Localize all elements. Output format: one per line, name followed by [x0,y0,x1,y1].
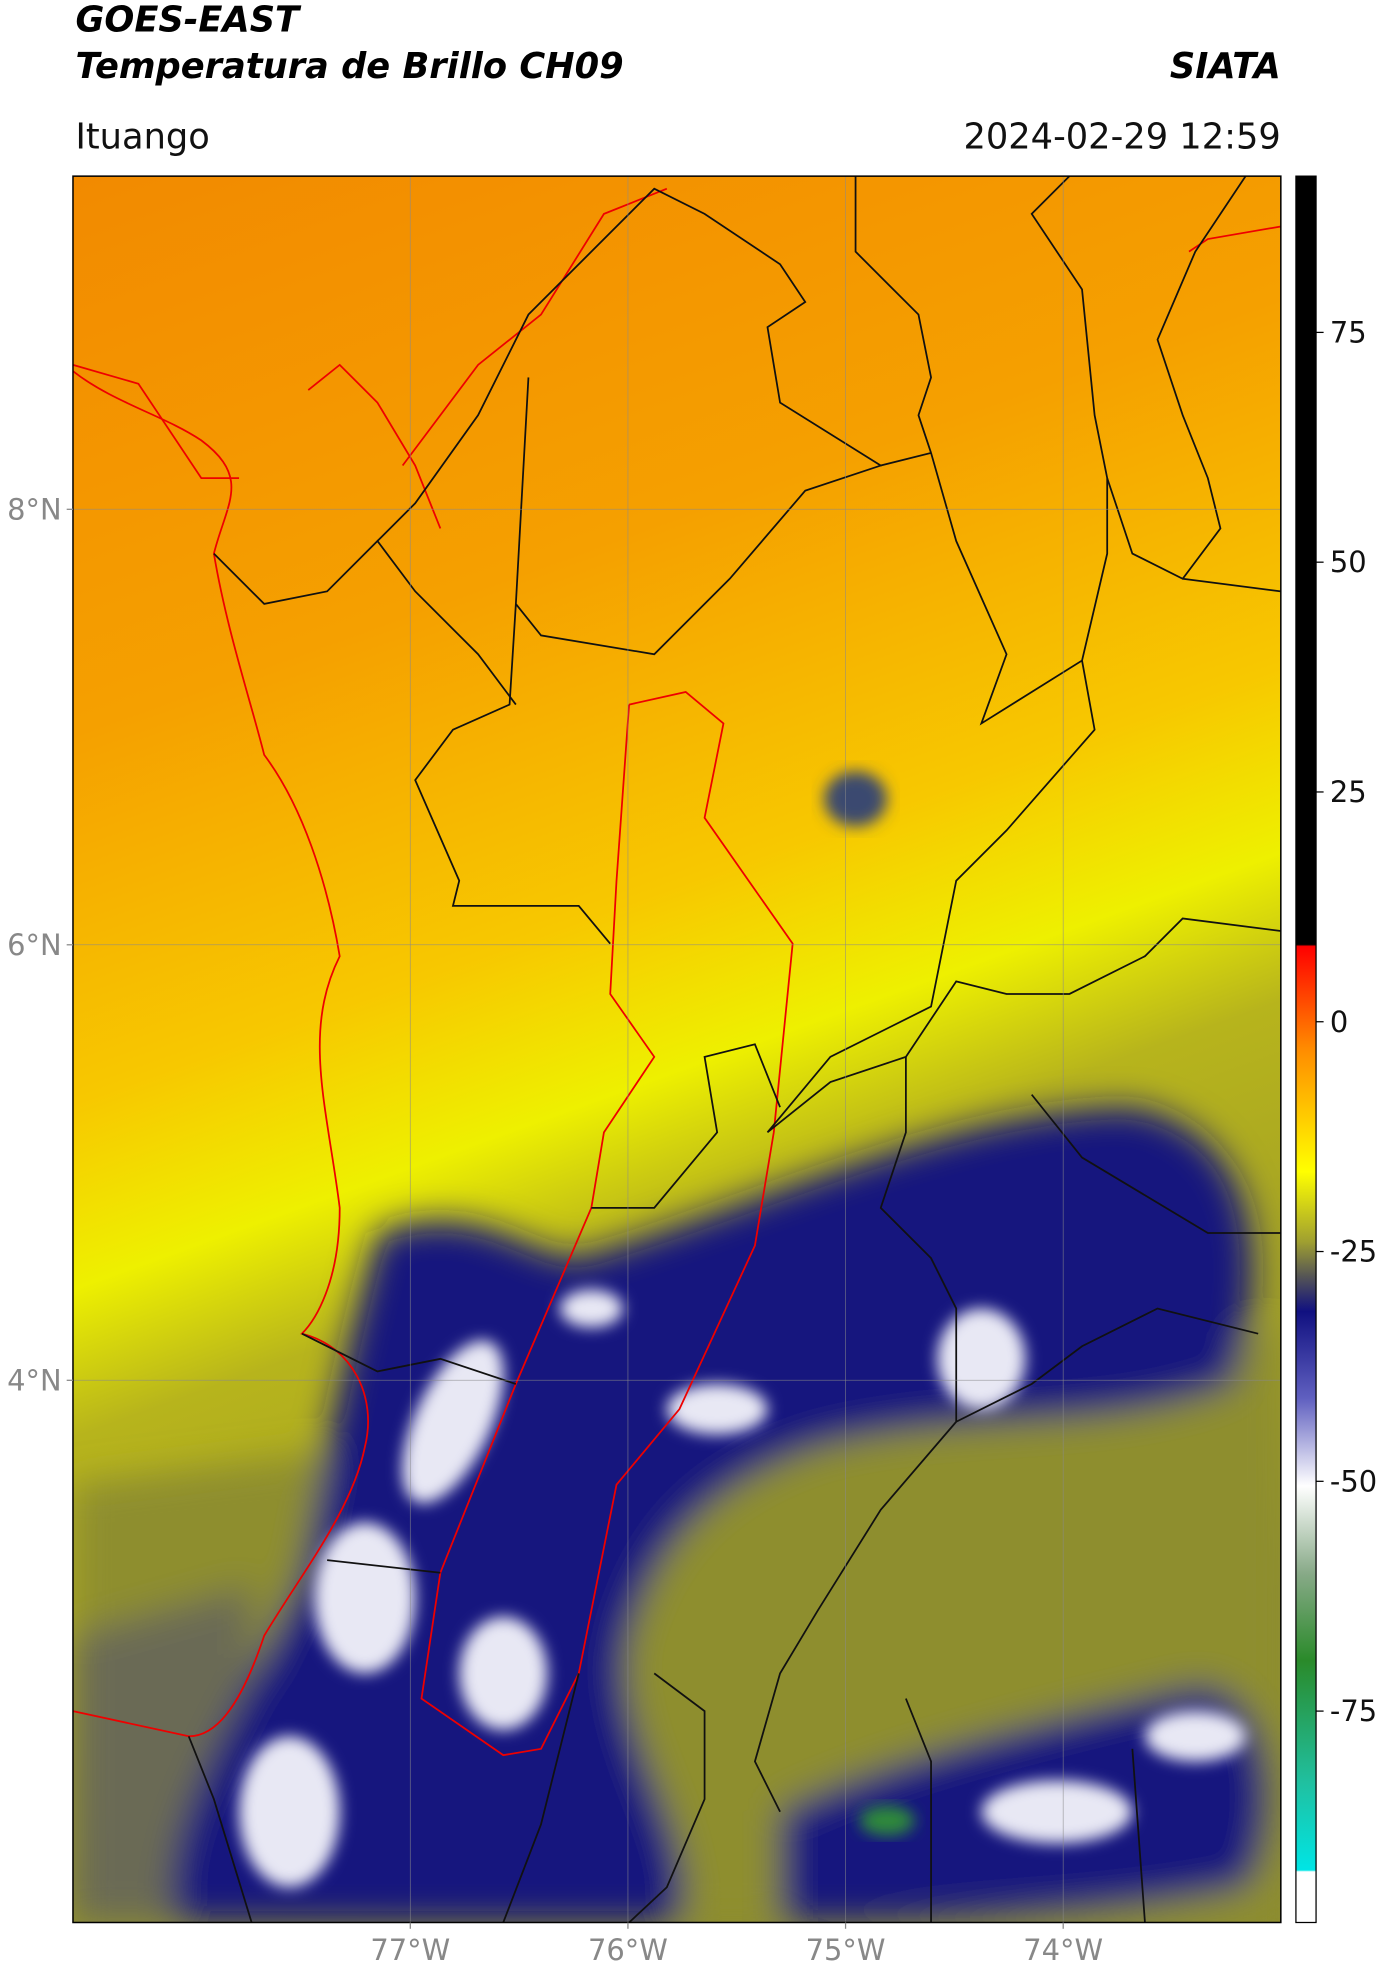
region: Ituango [75,116,209,157]
colorbar-tick-label: -75 [1330,1694,1377,1728]
satellite-image [72,176,1281,1923]
colorbar-tick-label: 0 [1330,1005,1348,1039]
x-tick-label: 75°W [806,1933,886,1967]
colorbar-tick-label: 25 [1330,775,1367,809]
map-frame [72,175,1282,1924]
x-tick-label: 74°W [1023,1933,1103,1967]
ticks: 77°W 76°W 75°W 74°W 8°N 6°N 4°N 75 50 25 0 -25 -50 -7… [7,315,1377,1967]
colorbar-tick-label: -50 [1330,1464,1377,1498]
y-tick-label: 4°N [7,1363,62,1397]
colorbar-tick-label: 75 [1330,315,1367,349]
x-tick-label: 77°W [370,1933,450,1967]
y-tick-label: 6°N [7,928,62,962]
datetime: 2024-02-29 12:59 [963,116,1280,157]
y-tick-label: 8°N [7,492,62,526]
colorbar-tick-label: 50 [1330,545,1367,579]
graticule [72,176,1281,1923]
title: GOES-EAST [75,0,302,40]
colorbar [1295,175,1317,1924]
source: SIATA [1170,46,1281,87]
colorbar-tick-label: -25 [1330,1235,1377,1269]
x-tick-label: 76°W [588,1933,668,1967]
subtitle: Temperatura de Brillo CH09 [75,46,623,87]
